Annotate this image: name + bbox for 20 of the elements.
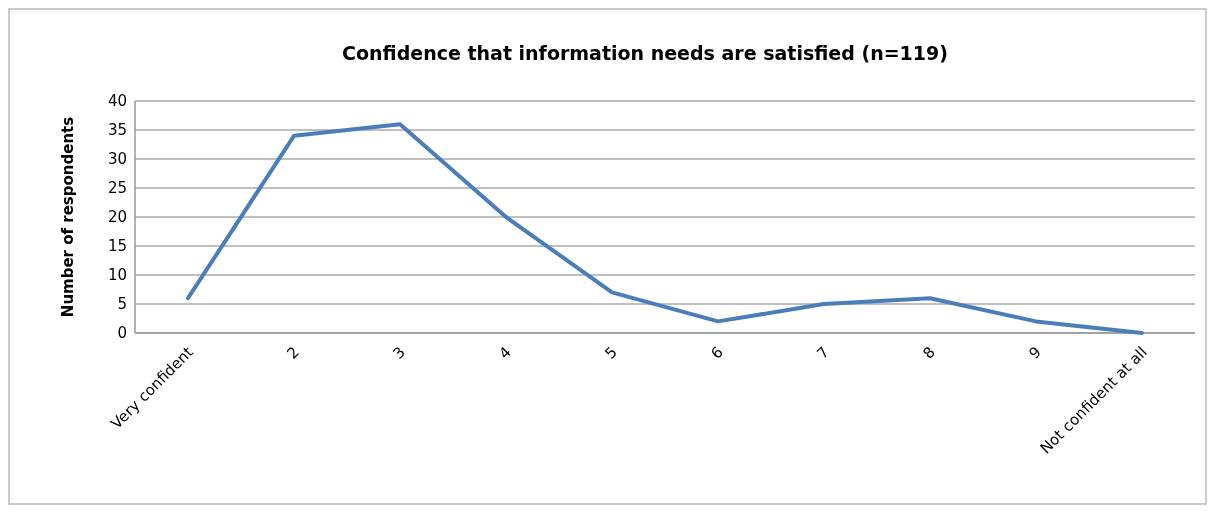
x-tick-label: 4 — [495, 343, 515, 363]
y-tick-label: 40 — [107, 92, 127, 111]
x-tick-label: 8 — [919, 343, 939, 363]
y-tick-label: 0 — [117, 324, 127, 343]
y-tick-label: 20 — [107, 208, 127, 227]
x-tick-label: 7 — [813, 343, 833, 363]
x-tick-label: 5 — [601, 343, 621, 363]
line-series — [186, 122, 1144, 335]
y-tick-label: 25 — [107, 179, 127, 198]
x-tick-label: 3 — [389, 343, 409, 363]
x-tick-label: 9 — [1025, 343, 1045, 363]
y-tick-label: 30 — [107, 150, 127, 169]
y-axis-title: Number of respondents — [59, 116, 77, 318]
y-tick-label: 35 — [107, 121, 127, 140]
y-tick-label: 10 — [107, 266, 127, 285]
x-tick-label: 6 — [707, 343, 727, 363]
y-tick-label: 15 — [107, 237, 127, 256]
y-tick-label: 5 — [117, 295, 127, 314]
chart-title: Confidence that information needs are satisfied (n=119) — [342, 42, 948, 64]
x-tick-label: 2 — [283, 343, 303, 363]
